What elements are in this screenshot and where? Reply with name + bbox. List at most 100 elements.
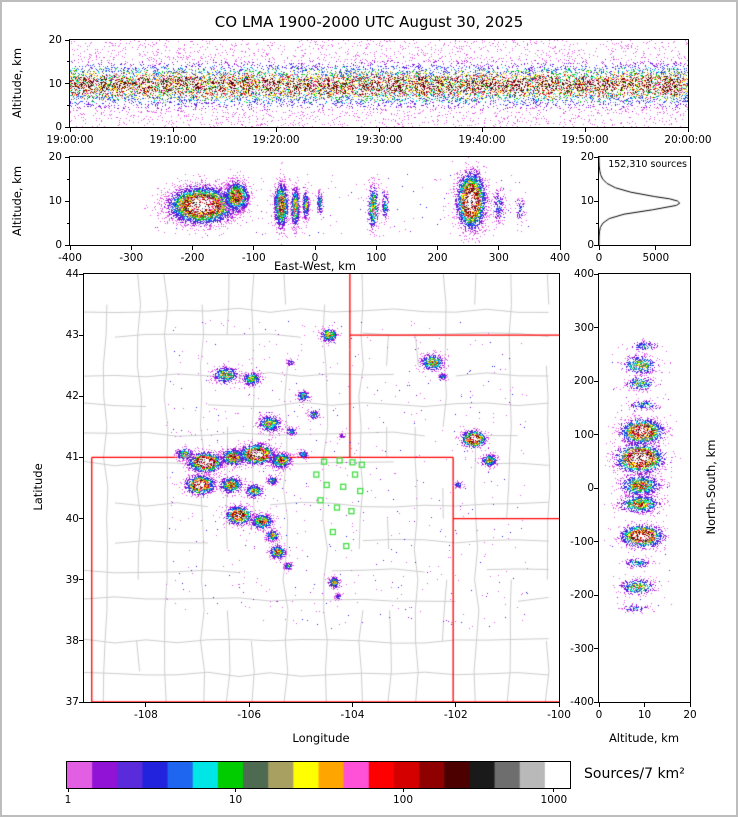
- tick-mark: [65, 156, 69, 158]
- tick-label: 300: [488, 252, 509, 264]
- tick-label: 44: [65, 268, 79, 280]
- tick-label: -200: [570, 589, 594, 601]
- tick-mark: [598, 703, 600, 707]
- tick-mark: [594, 380, 598, 382]
- tick-mark: [65, 39, 69, 41]
- tick-mark: [192, 246, 193, 250]
- tick-mark: [594, 487, 598, 489]
- tick-mark: [67, 104, 69, 106]
- tick-mark: [553, 789, 555, 792]
- tick-label: 5000: [642, 252, 670, 264]
- tick-label: 100: [366, 252, 387, 264]
- tick-mark: [79, 395, 83, 397]
- tick-mark: [598, 246, 600, 250]
- tick-mark: [253, 246, 255, 250]
- pC-canvas: [599, 157, 690, 245]
- tick-label: 200: [573, 375, 594, 387]
- tick-mark: [145, 703, 147, 707]
- tick-mark: [455, 703, 457, 707]
- tick-mark: [375, 246, 377, 250]
- colorbar-title: Sources/7 km²: [584, 766, 685, 782]
- tick-mark: [69, 128, 71, 132]
- tick-label: 20: [580, 151, 594, 163]
- tick-mark: [79, 640, 83, 642]
- tick-mark: [65, 200, 69, 202]
- tick-label: 20: [48, 151, 62, 163]
- tick-mark: [130, 246, 132, 250]
- tick-label: 20:00:00: [664, 134, 712, 146]
- figure-title: CO LMA 1900-2000 UTC August 30, 2025: [214, 13, 524, 31]
- pA-canvas: [70, 40, 688, 127]
- tick-label: 41: [65, 451, 79, 464]
- tick-label: -102: [443, 709, 468, 721]
- tick-label: 40: [65, 512, 79, 525]
- tick-label: 38: [65, 634, 79, 647]
- tick-mark: [498, 246, 500, 250]
- north-south-ylabel: North-South, km: [704, 439, 718, 535]
- cbar-canvas: [67, 762, 570, 788]
- pN-canvas: [599, 274, 690, 702]
- tick-mark: [655, 246, 657, 250]
- tick-label: 200: [427, 252, 448, 264]
- map-xlabel: Longitude: [292, 731, 350, 745]
- tick-label: 10: [580, 195, 594, 207]
- tick-mark: [402, 789, 404, 792]
- tick-mark: [481, 128, 483, 132]
- tick-label: 400: [573, 268, 594, 280]
- tick-label: 0: [55, 121, 62, 133]
- tick-label: 37: [65, 696, 79, 708]
- tick-mark: [314, 246, 316, 250]
- tick-label: 100: [573, 428, 594, 441]
- tick-label: -104: [340, 709, 365, 721]
- tick-mark: [558, 703, 560, 707]
- tick-mark: [235, 789, 236, 792]
- tick-label: 19:00:00: [46, 134, 94, 146]
- tick-label: -100: [241, 252, 266, 264]
- tick-label: -200: [180, 252, 205, 264]
- tick-mark: [596, 222, 598, 224]
- north-south-panel: [598, 273, 691, 703]
- altitude-histogram-panel: 152,310 sources: [598, 156, 691, 246]
- plan-map-panel: [83, 273, 560, 703]
- tick-label: 0: [311, 252, 319, 264]
- east-west-panel: [69, 156, 561, 246]
- tick-mark: [594, 200, 598, 202]
- tick-mark: [65, 83, 69, 84]
- tick-mark: [594, 244, 598, 246]
- tick-label: 19:40:00: [458, 134, 506, 146]
- tick-label: 0: [55, 239, 62, 251]
- tick-label: 0: [587, 482, 594, 494]
- tick-mark: [351, 703, 353, 707]
- tick-label: -108: [134, 709, 158, 721]
- time-height-panel: [69, 39, 689, 128]
- tick-label: 20: [683, 709, 697, 721]
- tick-mark: [65, 126, 69, 128]
- tick-label: 10: [228, 794, 243, 806]
- tick-mark: [687, 128, 689, 132]
- tick-mark: [594, 541, 598, 542]
- tick-label: -100: [570, 535, 594, 548]
- tick-mark: [644, 703, 645, 707]
- tick-mark: [596, 178, 598, 180]
- tick-mark: [67, 789, 69, 792]
- tick-mark: [79, 518, 83, 520]
- tick-label: 19:30:00: [355, 134, 403, 146]
- tick-label: -400: [570, 696, 594, 708]
- tick-label: 19:20:00: [252, 134, 300, 146]
- tick-mark: [594, 327, 598, 328]
- tick-mark: [79, 273, 83, 275]
- tick-mark: [79, 701, 83, 703]
- tick-mark: [172, 128, 174, 132]
- tick-label: -300: [119, 252, 144, 264]
- tick-mark: [79, 334, 83, 336]
- tick-mark: [79, 456, 83, 458]
- tick-mark: [594, 648, 598, 649]
- tick-label: 19:10:00: [149, 134, 197, 146]
- tick-mark: [559, 246, 561, 250]
- east-west-ylabel: Altitude, km: [10, 165, 24, 237]
- pM-canvas: [84, 274, 559, 702]
- tick-label: 10: [637, 709, 652, 721]
- tick-label: 100: [392, 794, 414, 806]
- tick-label: -100: [547, 709, 571, 721]
